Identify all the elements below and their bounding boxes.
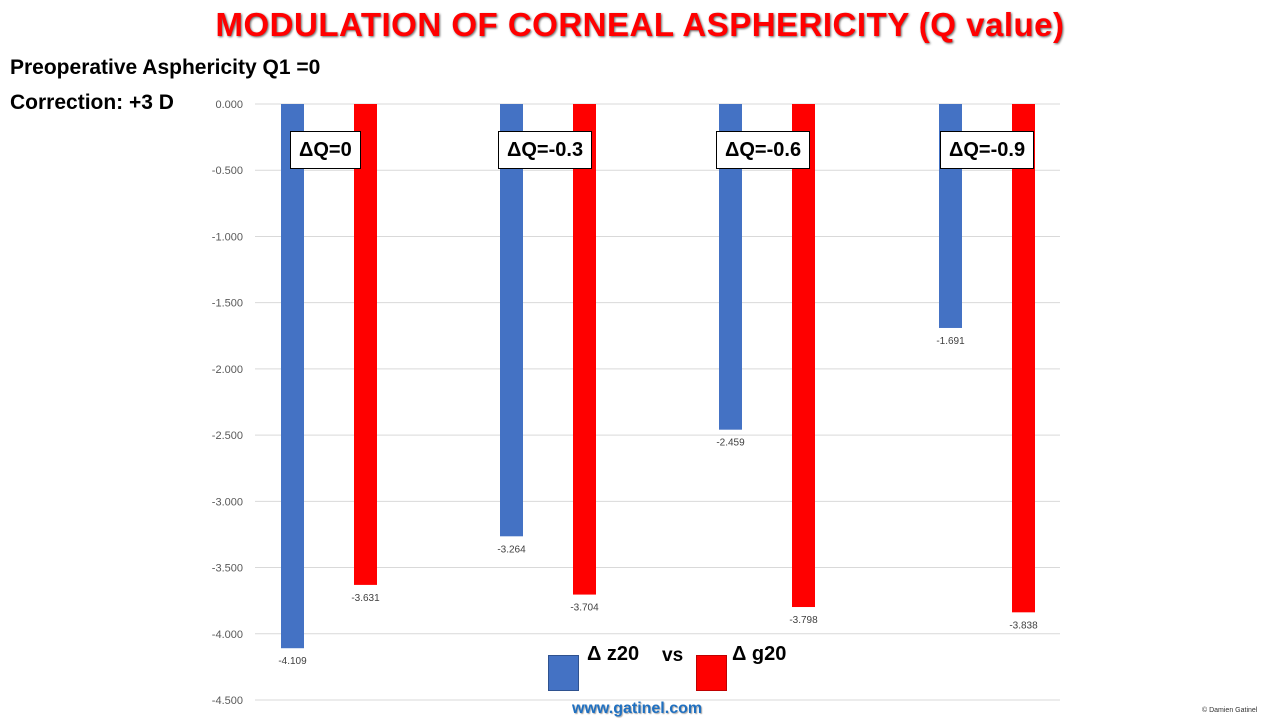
y-tick-label: -2.000 [212,364,243,376]
website-link[interactable]: www.gatinel.com [572,700,703,717]
bar-z20-2 [719,104,742,430]
legend-vs: vs [662,645,684,666]
data-label-g20-1: -3.704 [570,603,599,614]
bar-g20-3 [1012,104,1035,613]
preoperative-asphericity-label: Preoperative Asphericity Q1 =0 [10,56,321,79]
category-label-box: ΔQ=-0.6 [716,131,811,169]
bar-g20-0 [354,104,377,585]
legend-label-g20: Δ g20 [732,643,787,665]
copyright: © Damien Gatinel [1202,707,1258,714]
data-label-z20-2: -2.459 [716,438,745,449]
y-tick-label: -3.000 [212,496,243,508]
y-tick-label: -2.500 [212,430,243,442]
legend-label-z20: Δ z20 [587,643,640,665]
correction-label: Correction: +3 D [10,91,174,114]
category-label-box: ΔQ=0 [290,131,361,169]
category-label-box: ΔQ=-0.9 [940,131,1035,169]
data-label-z20-1: -3.264 [497,544,526,555]
data-label-g20-3: -3.838 [1009,620,1038,631]
data-label-g20-0: -3.631 [351,593,380,604]
data-label-g20-2: -3.798 [789,615,818,626]
bar-g20-1 [573,104,596,595]
legend-swatch-g20 [696,655,727,691]
bar-g20-2 [792,104,815,608]
bar-z20-1 [500,104,523,537]
data-label-z20-0: -4.109 [278,656,307,667]
y-tick-label: -1.000 [212,231,243,243]
bar-z20-0 [281,104,304,649]
y-tick-label: -4.500 [212,695,243,707]
category-label-box: ΔQ=-0.3 [498,131,593,169]
y-tick-label: -0.500 [212,165,243,177]
y-tick-label: -3.500 [212,563,243,575]
y-tick-label: -4.000 [212,629,243,641]
y-tick-label: -1.500 [212,298,243,310]
legend-swatch-z20 [548,655,579,691]
data-label-z20-3: -1.691 [936,336,965,347]
y-tick-label: 0.000 [215,99,243,111]
chart-title: MODULATION OF CORNEAL ASPHERICITY (Q val… [215,6,1065,43]
